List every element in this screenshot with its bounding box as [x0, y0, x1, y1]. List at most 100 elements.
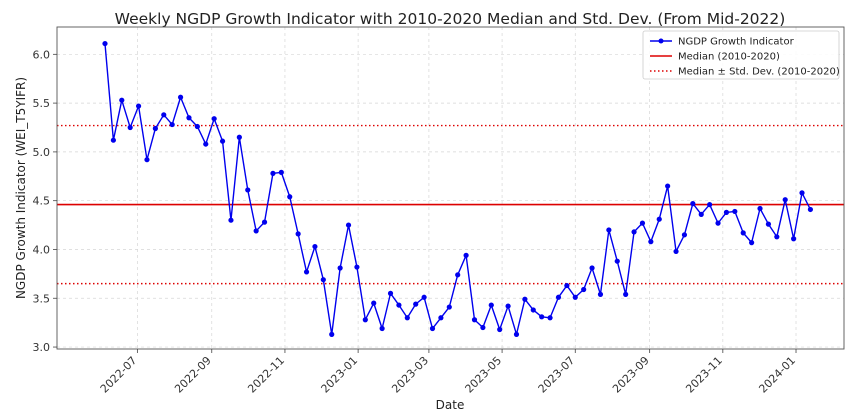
data-point: [203, 141, 209, 147]
data-point: [177, 94, 184, 100]
data-point: [194, 123, 200, 130]
data-point: [228, 217, 234, 223]
data-point: [320, 277, 326, 283]
data-point: [530, 307, 536, 313]
data-point: [278, 169, 284, 175]
y-axis-ticks: 3.0 3.5 4.0 4.5 5.0 5.5 6.0: [33, 48, 57, 354]
data-point: [690, 201, 696, 207]
data-point: [144, 157, 150, 163]
data-point: [765, 221, 772, 227]
data-point: [270, 170, 276, 176]
data-point: [362, 317, 368, 323]
y-tick-label: 4.0: [33, 243, 51, 256]
data-point: [211, 116, 217, 122]
legend-box: [642, 30, 840, 80]
y-tick-label: 6.0: [33, 48, 51, 61]
data-point: [404, 315, 410, 321]
data-point: [581, 286, 587, 293]
data-point: [774, 234, 780, 240]
data-point: [135, 103, 142, 109]
data-point: [698, 211, 704, 217]
data-point: [429, 325, 436, 332]
data-point: [589, 265, 595, 271]
data-point: [782, 197, 788, 203]
data-point: [337, 265, 343, 271]
y-tick-label: 3.0: [33, 341, 51, 354]
y-tick-label: 3.5: [33, 292, 51, 305]
x-tick-label: 2023-07: [536, 354, 578, 396]
data-point: [707, 201, 713, 208]
data-point: [110, 137, 116, 143]
data-point: [799, 190, 805, 196]
data-point: [471, 317, 478, 323]
x-tick-label: 2023-03: [389, 354, 431, 396]
data-point: [421, 294, 427, 300]
data-point: [371, 300, 377, 306]
data-point: [513, 331, 520, 337]
data-point: [354, 264, 360, 270]
data-point: [295, 231, 301, 237]
data-point: [396, 302, 402, 308]
x-tick-label: 2023-01: [319, 354, 361, 396]
data-point: [287, 194, 293, 200]
legend-label-median: Median (2010-2020): [678, 52, 780, 63]
x-tick-label: 2023-09: [610, 354, 652, 396]
data-point: [681, 232, 688, 238]
data-point: [614, 258, 620, 264]
data-point: [480, 324, 486, 331]
data-point: [413, 301, 419, 307]
data-point: [119, 97, 125, 103]
data-point: [723, 209, 730, 215]
legend: NGDP Growth Indicator Median (2010-2020)…: [642, 30, 840, 80]
data-point: [740, 230, 746, 236]
data-point: [463, 252, 469, 258]
data-point: [791, 236, 797, 242]
data-point: [219, 138, 226, 144]
data-point: [732, 208, 738, 215]
data-point: [345, 222, 352, 228]
data-point: [757, 205, 763, 212]
data-point: [245, 187, 251, 193]
data-point: [522, 296, 528, 302]
data-point: [673, 248, 679, 255]
data-point: [749, 240, 755, 246]
data-point: [497, 326, 503, 333]
data-point: [303, 269, 310, 275]
data-point: [387, 290, 394, 296]
data-point: [564, 282, 570, 289]
data-point: [656, 216, 662, 222]
data-point: [715, 220, 721, 226]
data-point: [488, 302, 494, 308]
data-point: [312, 243, 318, 250]
chart-title: Weekly NGDP Growth Indicator with 2010-2…: [115, 10, 786, 28]
data-point: [455, 272, 461, 278]
data-point: [438, 315, 444, 321]
data-point: [169, 121, 175, 128]
data-point: [253, 228, 259, 234]
data-point: [379, 325, 385, 332]
y-tick-label: 4.5: [33, 195, 51, 208]
x-axis-label: Date: [436, 398, 465, 412]
x-tick-label: 2024-01: [756, 354, 798, 396]
legend-label-std: Median ± Std. Dev. (2010-2020): [678, 67, 840, 78]
data-point: [665, 183, 671, 189]
data-point: [547, 315, 553, 321]
x-tick-label: 2022-11: [245, 354, 287, 396]
plot-frame: [56, 26, 845, 350]
reference-lines: [57, 124, 844, 285]
data-point: [539, 314, 545, 320]
y-tick-label: 5.0: [33, 146, 51, 159]
data-point: [186, 115, 192, 121]
x-axis-ticks: 2022-07 2022-09 2022-11 2023-01 2023-03 2023-…: [98, 349, 798, 396]
legend-label-series: NGDP Growth Indicator: [678, 37, 795, 48]
data-point: [623, 291, 629, 297]
data-point: [152, 125, 158, 132]
data-point: [597, 291, 604, 297]
data-point: [639, 220, 646, 226]
x-tick-label: 2022-07: [98, 354, 140, 396]
data-point: [631, 229, 637, 235]
x-tick-label: 2023-11: [683, 354, 725, 396]
data-point: [236, 134, 242, 140]
x-tick-label: 2023-05: [463, 354, 505, 396]
